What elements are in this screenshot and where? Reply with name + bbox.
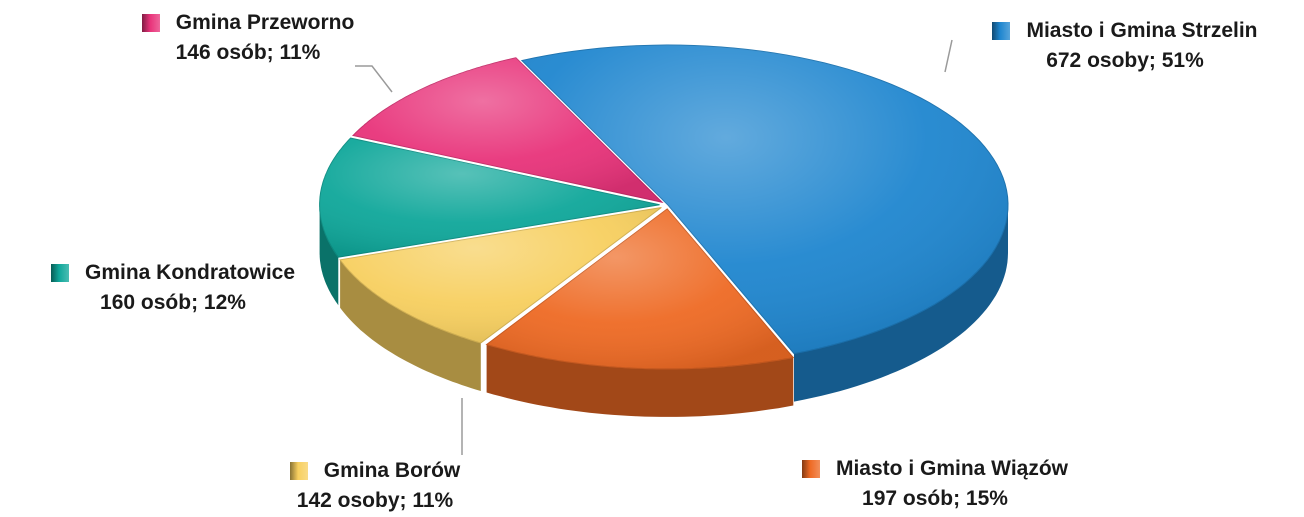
pie-side-kondratowice (319, 204, 339, 306)
swatch-borow (289, 462, 308, 480)
pie-slice-gloss-wiazow (486, 208, 794, 369)
pie-sides (319, 204, 1008, 417)
label-strzelin: Miasto i Gmina Strzelin 672 osoby; 51% (960, 16, 1290, 76)
pie-side-strzelin (794, 205, 1008, 402)
label-kondratowice: Gmina Kondratowice 160 osób; 12% (8, 258, 338, 318)
swatch-kondratowice (50, 264, 69, 282)
pie-slice-gloss-przeworno (353, 57, 662, 203)
swatch-strzelin (992, 22, 1011, 40)
label-przeworno: Gmina Przeworno 146 osób; 11% (108, 8, 388, 68)
label-wiazow: Miasto i Gmina Wiązów 197 osób; 15% (740, 454, 1130, 514)
pie-side-borow (340, 259, 481, 391)
label-borow: Gmina Borów 142 osoby; 11% (250, 456, 500, 516)
swatch-wiazow (801, 460, 820, 478)
pie-side-wiazow (486, 344, 794, 417)
pie-slice-gloss-borow (340, 207, 662, 343)
pie-slice-gloss-strzelin (521, 45, 1008, 354)
pie-tops (319, 44, 1009, 370)
leader-lines (355, 39, 953, 455)
swatch-przeworno (141, 14, 160, 32)
leader-przeworno (355, 65, 393, 93)
leader-strzelin (944, 39, 953, 73)
pie-slice-gloss-kondratowice (319, 138, 660, 258)
